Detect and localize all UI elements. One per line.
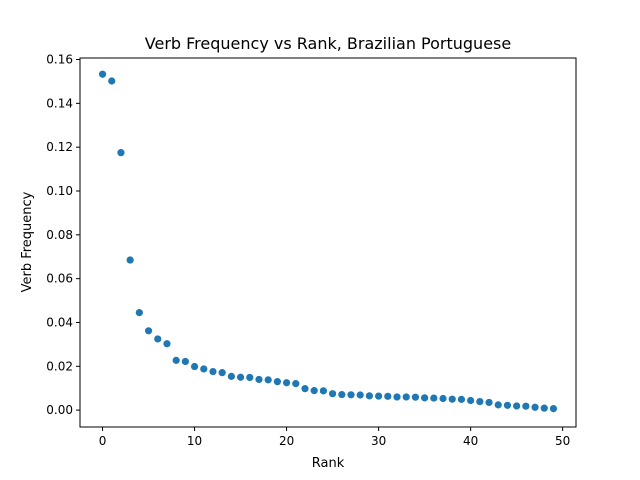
data-point [531, 403, 539, 411]
data-point [209, 367, 217, 376]
y-tick-label: 0.00 [46, 403, 73, 417]
data-point [282, 379, 291, 387]
data-point [430, 394, 438, 402]
data-point [190, 362, 199, 371]
data-point [549, 404, 558, 413]
data-point [181, 357, 189, 366]
data-point [457, 395, 466, 403]
x-tick-label: 40 [463, 434, 478, 448]
data-point [540, 404, 548, 412]
data-point [393, 393, 401, 401]
y-tick-label: 0.12 [46, 140, 73, 154]
x-tick-label: 30 [371, 434, 386, 448]
data-point [338, 390, 346, 399]
data-point [421, 394, 429, 402]
data-point [301, 385, 309, 393]
data-point [154, 335, 162, 343]
data-point [200, 365, 208, 373]
data-point [246, 373, 254, 382]
x-tick-label: 0 [99, 434, 107, 448]
data-point [255, 375, 263, 384]
data-points [98, 70, 558, 413]
y-tick-label: 0.10 [46, 184, 73, 198]
data-point [503, 401, 512, 409]
y-tick-label: 0.02 [46, 359, 73, 373]
data-point [310, 387, 318, 395]
data-point [494, 401, 502, 409]
data-point [117, 149, 125, 157]
axes-frame [79, 57, 577, 428]
data-point [264, 376, 272, 384]
x-tick-label: 10 [187, 434, 202, 448]
data-point [522, 402, 530, 410]
data-point [513, 402, 521, 410]
data-point [411, 393, 420, 401]
data-point [172, 356, 180, 364]
data-point [218, 369, 226, 377]
x-axis: 0 10 20 30 40 50 [99, 427, 570, 448]
data-point [273, 378, 281, 386]
data-point [365, 392, 374, 400]
x-axis-label: Rank [312, 456, 345, 471]
data-point [126, 256, 134, 264]
data-point [439, 394, 447, 403]
data-point [476, 397, 484, 406]
x-tick-label: 20 [279, 434, 294, 448]
data-point [135, 309, 143, 317]
data-point [402, 393, 410, 401]
data-point [227, 372, 235, 380]
data-point [319, 387, 327, 395]
data-point [347, 391, 355, 399]
y-axis-label: Verb Frequency [20, 191, 35, 292]
data-point [329, 390, 337, 398]
data-point [384, 392, 392, 400]
data-point [485, 398, 493, 407]
y-tick-label: 0.04 [46, 315, 73, 329]
data-point [108, 77, 116, 85]
chart-title: Verb Frequency vs Rank, Brazilian Portug… [145, 34, 511, 53]
y-tick-label: 0.06 [46, 272, 73, 286]
data-point [356, 391, 364, 399]
data-point [467, 396, 475, 405]
y-tick-label: 0.08 [46, 228, 73, 242]
data-point [144, 327, 153, 335]
data-point [98, 70, 107, 78]
y-tick-label: 0.16 [46, 53, 73, 67]
data-point [292, 380, 300, 388]
data-point [375, 392, 383, 400]
y-tick-label: 0.14 [46, 96, 73, 110]
data-point [448, 395, 456, 403]
x-tick-label: 50 [555, 434, 570, 448]
data-point [163, 340, 171, 348]
y-axis: 0.00 0.02 0.04 0.06 0.08 0.10 0.12 0.14 0.16 [46, 53, 80, 417]
data-point [236, 373, 245, 381]
